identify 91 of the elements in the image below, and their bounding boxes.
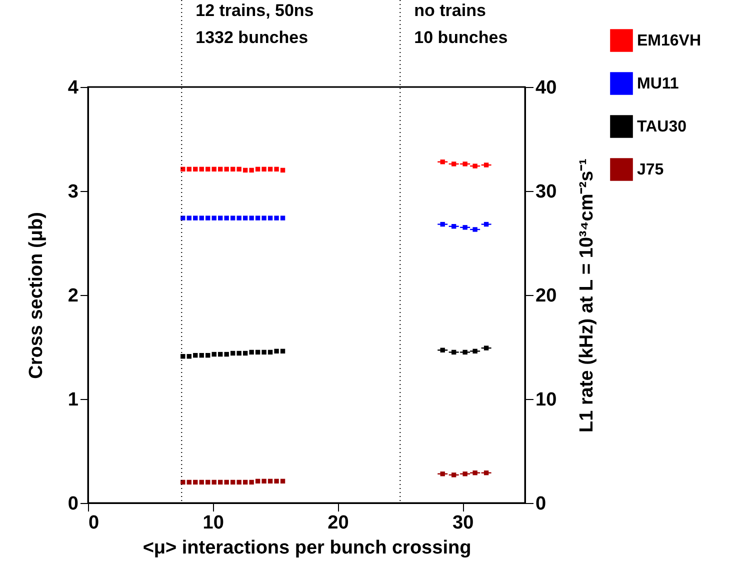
y-tick-label: 2 <box>68 286 78 306</box>
point <box>262 216 266 220</box>
point <box>186 480 192 485</box>
y-tick-label: 0 <box>68 494 78 514</box>
point <box>230 216 236 220</box>
y2-tick-label: 0 <box>536 494 546 514</box>
y2-tick-label: 30 <box>536 182 557 202</box>
point <box>236 216 242 220</box>
point <box>206 166 210 172</box>
point <box>186 166 192 172</box>
point <box>242 168 248 173</box>
point <box>280 216 286 220</box>
x-tick-label: 0 <box>88 512 100 534</box>
point <box>268 166 273 172</box>
point <box>193 480 198 485</box>
point <box>193 166 198 172</box>
point <box>472 164 478 168</box>
point <box>218 352 223 357</box>
point <box>230 350 236 356</box>
point <box>242 350 248 356</box>
point <box>199 480 204 485</box>
point <box>230 480 236 485</box>
point <box>280 348 286 354</box>
point <box>230 166 236 172</box>
point <box>224 352 229 357</box>
point <box>186 354 192 359</box>
point <box>206 352 210 358</box>
point <box>218 216 223 220</box>
point <box>236 480 242 485</box>
point <box>262 166 266 172</box>
point <box>268 350 273 355</box>
y-tick-label: 4 <box>68 78 79 98</box>
point <box>218 166 223 172</box>
x-tick-label: 30 <box>452 512 474 534</box>
y2-tick-label: 10 <box>536 390 557 410</box>
point <box>462 162 468 166</box>
y2-axis-title: L1 rate (kHz) at L = 10³⁴cm⁻²s⁻¹ <box>576 158 598 432</box>
legend-label: J75 <box>637 162 664 178</box>
point <box>249 216 254 220</box>
point <box>212 216 216 220</box>
legend-label: TAU30 <box>637 118 687 136</box>
point <box>180 216 186 220</box>
x-axis-title: <μ> interactions per bunch crossing <box>142 538 472 558</box>
point <box>262 350 266 355</box>
point <box>212 352 216 357</box>
point <box>255 216 260 220</box>
point <box>249 350 254 355</box>
point <box>274 478 279 484</box>
point <box>268 478 273 484</box>
point <box>224 480 229 485</box>
point <box>262 478 266 484</box>
y2-tick-label: 20 <box>536 286 557 306</box>
point <box>224 166 229 172</box>
x-tick-label: 20 <box>328 512 349 534</box>
point <box>242 216 248 220</box>
point <box>255 478 260 484</box>
point <box>268 216 273 220</box>
point <box>249 168 254 173</box>
y-tick-label: 3 <box>68 182 78 202</box>
point <box>186 216 192 220</box>
ref-line-label: 12 trains, 50ns 1332 bunches <box>196 1 314 47</box>
point <box>249 480 254 485</box>
point <box>255 166 260 172</box>
point <box>199 166 204 172</box>
point <box>280 168 286 173</box>
point <box>274 216 279 220</box>
point <box>206 480 210 485</box>
legend-label: MU11 <box>637 76 679 92</box>
y2-tick-label: 40 <box>536 78 557 98</box>
point <box>274 166 279 172</box>
point <box>242 480 248 485</box>
y-axis-title: Cross section (μb) <box>26 212 47 379</box>
point <box>236 166 242 172</box>
y-tick-label: 1 <box>68 390 79 410</box>
point <box>236 350 242 356</box>
ref-line-label: no trains 10 bunches <box>414 1 508 47</box>
point <box>255 350 260 355</box>
point <box>280 478 286 484</box>
point <box>212 166 216 172</box>
point <box>193 352 198 358</box>
point <box>212 480 216 485</box>
point <box>274 348 279 354</box>
x-tick-label: 10 <box>202 512 224 534</box>
legend-label: EM16VH <box>637 32 702 50</box>
point <box>199 216 204 220</box>
point <box>199 352 204 358</box>
point <box>218 480 223 485</box>
point <box>193 216 198 220</box>
point <box>206 216 210 220</box>
point <box>472 227 478 232</box>
point <box>224 216 229 220</box>
